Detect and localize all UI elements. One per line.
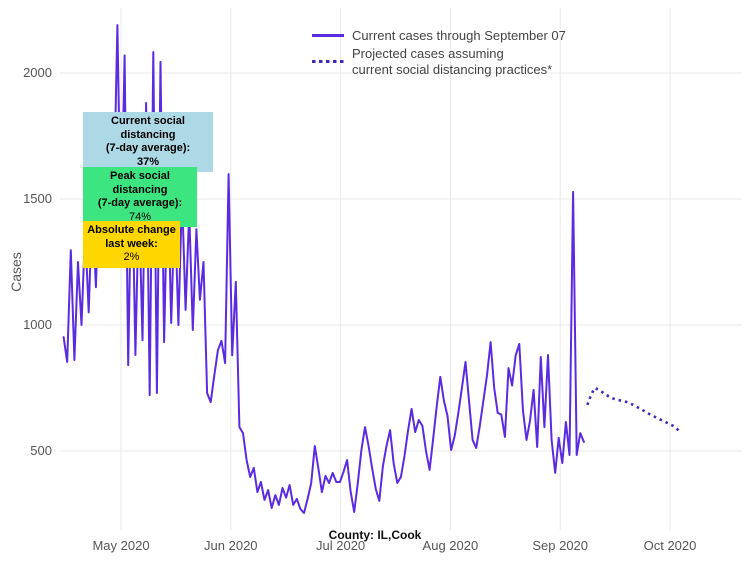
x-tick-may: May 2020 (92, 538, 150, 553)
y-tick-2000: 2000 (23, 65, 52, 80)
gridlines (60, 8, 742, 530)
solid-line-swatch (312, 34, 344, 38)
y-tick-1500: 1500 (23, 191, 52, 206)
x-tick-sep: Sep 2020 (532, 538, 589, 553)
x-tick-jul: Jul 2020 (316, 538, 366, 553)
legend-label-projected: Projected cases assuming current social … (352, 46, 553, 77)
x-axis-title-county: County: IL,Cook (328, 528, 422, 542)
annotation-value: 74% (128, 210, 152, 223)
annotation-line1: Current social distancing (111, 115, 185, 141)
y-tick-1000: 1000 (23, 317, 52, 332)
x-tick-jun: Jun 2020 (204, 538, 258, 553)
annotation-peak-social-distancing: Peak social distancing (7-day average): … (83, 167, 197, 227)
y-axis-title: Cases (8, 252, 24, 292)
projected-cases-line[interactable] (586, 386, 682, 434)
annotation-line1: Absolute change (87, 224, 176, 236)
annotation-line2: (7-day average): (105, 142, 191, 154)
annotation-value: 2% (123, 251, 140, 263)
annotation-line2: last week: (105, 237, 158, 250)
legend: Current cases through September 07 Proje… (312, 28, 566, 80)
current-cases-line[interactable] (62, 24, 585, 514)
annotation-line1: Peak social distancing (110, 170, 170, 196)
annotation-absolute-change: Absolute change last week: 2% (83, 221, 180, 268)
legend-item-projected-cases[interactable]: Projected cases assuming current social … (312, 46, 566, 77)
legend-item-current-cases[interactable]: Current cases through September 07 (312, 28, 566, 43)
annotation-value: 37% (136, 155, 160, 168)
x-tick-oct: Oct 2020 (643, 538, 697, 553)
annotation-line2: (7-day average): (97, 197, 183, 209)
x-tick-aug: Aug 2020 (422, 538, 479, 553)
dotted-line-swatch (312, 60, 344, 64)
annotation-current-social-distancing: Current social distancing (7-day average… (83, 112, 213, 172)
legend-label-current: Current cases through September 07 (352, 28, 566, 43)
y-tick-500: 500 (30, 443, 52, 458)
